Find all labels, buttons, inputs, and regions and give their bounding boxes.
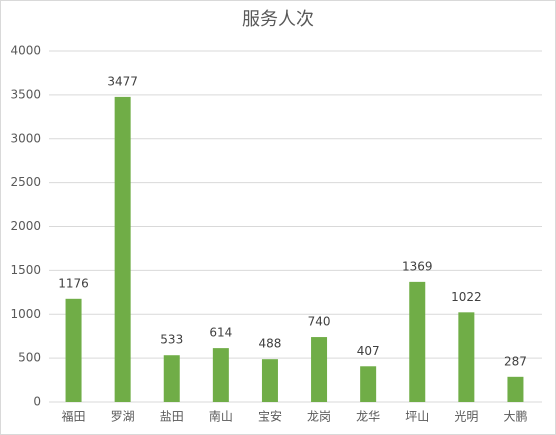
bar (163, 355, 180, 402)
bar (360, 366, 377, 402)
bar (507, 376, 524, 402)
data-label: 614 (209, 326, 232, 340)
data-label: 287 (504, 354, 527, 368)
x-tick-label: 龙岗 (307, 410, 331, 424)
bar (458, 312, 475, 402)
y-tick-label: 3000 (10, 131, 41, 145)
x-tick-label: 罗湖 (111, 409, 135, 424)
data-label: 740 (308, 315, 331, 329)
data-label: 407 (357, 344, 380, 358)
y-tick-label: 3500 (10, 87, 41, 101)
data-label: 1369 (402, 259, 433, 273)
chart-title: 服务人次 (242, 9, 314, 30)
x-tick-label: 盐田 (160, 410, 184, 424)
x-tick-label: 龙华 (356, 410, 380, 424)
x-tick-label: 光明 (454, 410, 478, 424)
data-label: 1022 (451, 290, 482, 304)
x-tick-label: 大鹏 (503, 410, 527, 424)
bar (114, 96, 131, 402)
x-tick-label: 坪山 (405, 410, 429, 424)
data-label: 488 (258, 337, 281, 351)
y-tick-label: 2000 (10, 219, 41, 233)
y-tick-label: 2500 (10, 175, 41, 189)
bar (311, 337, 328, 402)
y-tick-label: 0 (33, 395, 41, 409)
x-tick-label: 宝安 (258, 409, 282, 424)
y-tick-label: 500 (18, 351, 41, 365)
data-label: 3477 (107, 74, 138, 88)
x-tick-label: 南山 (209, 409, 233, 424)
y-tick-label: 1000 (10, 307, 41, 321)
data-label: 1176 (58, 276, 89, 290)
bar (212, 348, 229, 402)
bar (409, 281, 426, 402)
bar (65, 298, 82, 402)
x-tick-label: 福田 (62, 409, 86, 424)
y-tick-label: 1500 (10, 263, 41, 277)
data-label: 533 (160, 333, 183, 347)
y-tick-label: 4000 (10, 44, 41, 58)
bar (261, 359, 278, 402)
